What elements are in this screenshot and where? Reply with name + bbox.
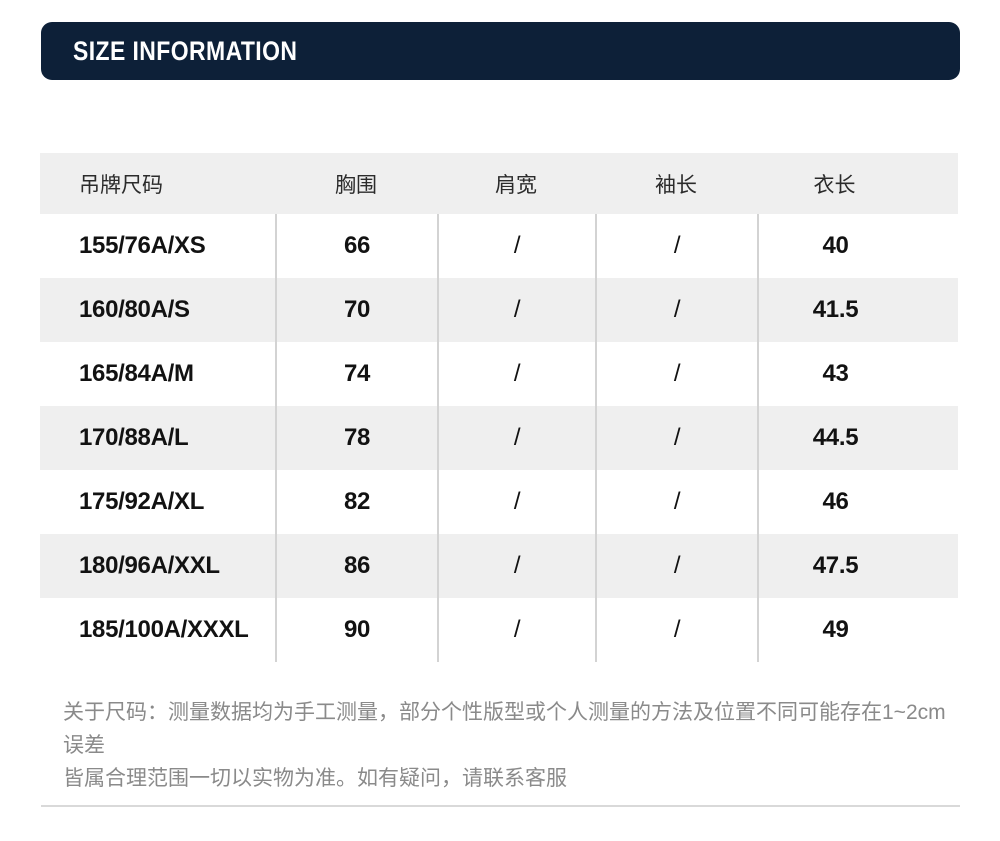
column-header-shoulder: 肩宽 xyxy=(437,153,595,214)
cell-bust: 74 xyxy=(275,342,437,406)
cell-bust: 78 xyxy=(275,406,437,470)
column-header-garment-length: 衣长 xyxy=(757,153,958,214)
size-row: 160/80A/S 70 / / 41.5 xyxy=(40,278,958,342)
column-header-tag-size: 吊牌尺码 xyxy=(40,153,275,214)
cell-shoulder: / xyxy=(437,598,595,662)
column-header-bust: 胸围 xyxy=(275,153,437,214)
cell-shoulder: / xyxy=(437,214,595,278)
size-disclaimer-line1: 关于尺码：测量数据均为手工测量，部分个性版型或个人测量的方法及位置不同可能存在1… xyxy=(63,701,946,757)
cell-sleeve: / xyxy=(595,534,757,598)
cell-tag-size: 160/80A/S xyxy=(40,278,275,342)
cell-sleeve: / xyxy=(595,342,757,406)
cell-bust: 82 xyxy=(275,470,437,534)
size-row: 165/84A/M 74 / / 43 xyxy=(40,342,958,406)
section-title-banner: SIZE INFORMATION xyxy=(41,22,960,80)
cell-sleeve: / xyxy=(595,278,757,342)
cell-garment-length: 40 xyxy=(757,214,958,278)
cell-sleeve: / xyxy=(595,406,757,470)
cell-shoulder: / xyxy=(437,406,595,470)
section-title: SIZE INFORMATION xyxy=(73,35,298,66)
cell-sleeve: / xyxy=(595,214,757,278)
size-table-header-row: 吊牌尺码 胸围 肩宽 袖长 衣长 xyxy=(40,153,958,214)
cell-bust: 86 xyxy=(275,534,437,598)
cell-tag-size: 180/96A/XXL xyxy=(40,534,275,598)
cell-tag-size: 185/100A/XXXL xyxy=(79,616,249,643)
size-row: 180/96A/XXL 86 / / 47.5 xyxy=(40,534,958,598)
cell-tag-size: 170/88A/L xyxy=(40,406,275,470)
cell-garment-length: 44.5 xyxy=(757,406,958,470)
cell-sleeve: / xyxy=(595,470,757,534)
cell-tag-size: 155/76A/XS xyxy=(79,232,206,259)
size-disclaimer: 关于尺码：测量数据均为手工测量，部分个性版型或个人测量的方法及位置不同可能存在1… xyxy=(63,696,953,795)
size-row: 175/92A/XL 82 / / 46 xyxy=(40,470,958,534)
cell-garment-length: 41.5 xyxy=(757,278,958,342)
cell-garment-length: 49 xyxy=(757,598,958,662)
size-row: 170/88A/L 78 / / 44.5 xyxy=(40,406,958,470)
cell-garment-length: 47.5 xyxy=(757,534,958,598)
cell-bust: 70 xyxy=(275,278,437,342)
cell-garment-length: 46 xyxy=(757,470,958,534)
cell-shoulder: / xyxy=(437,278,595,342)
cell-tag-size: 165/84A/M xyxy=(79,360,194,387)
cell-tag-size: 175/92A/XL xyxy=(79,488,205,515)
column-header-sleeve: 袖长 xyxy=(595,153,757,214)
cell-shoulder: / xyxy=(437,534,595,598)
size-table: 吊牌尺码 胸围 肩宽 袖长 衣长 155/76A/XS 66 / / 40 16… xyxy=(40,153,958,662)
cell-shoulder: / xyxy=(437,470,595,534)
size-disclaimer-line2: 皆属合理范围一切以实物为准。如有疑问，请联系客服 xyxy=(63,767,567,790)
size-row: 155/76A/XS 66 / / 40 xyxy=(40,214,958,278)
size-row: 185/100A/XXXL 90 / / 49 xyxy=(40,598,958,662)
section-divider xyxy=(41,805,960,807)
cell-bust: 66 xyxy=(275,214,437,278)
cell-sleeve: / xyxy=(595,598,757,662)
cell-garment-length: 43 xyxy=(757,342,958,406)
cell-shoulder: / xyxy=(437,342,595,406)
cell-bust: 90 xyxy=(275,598,437,662)
